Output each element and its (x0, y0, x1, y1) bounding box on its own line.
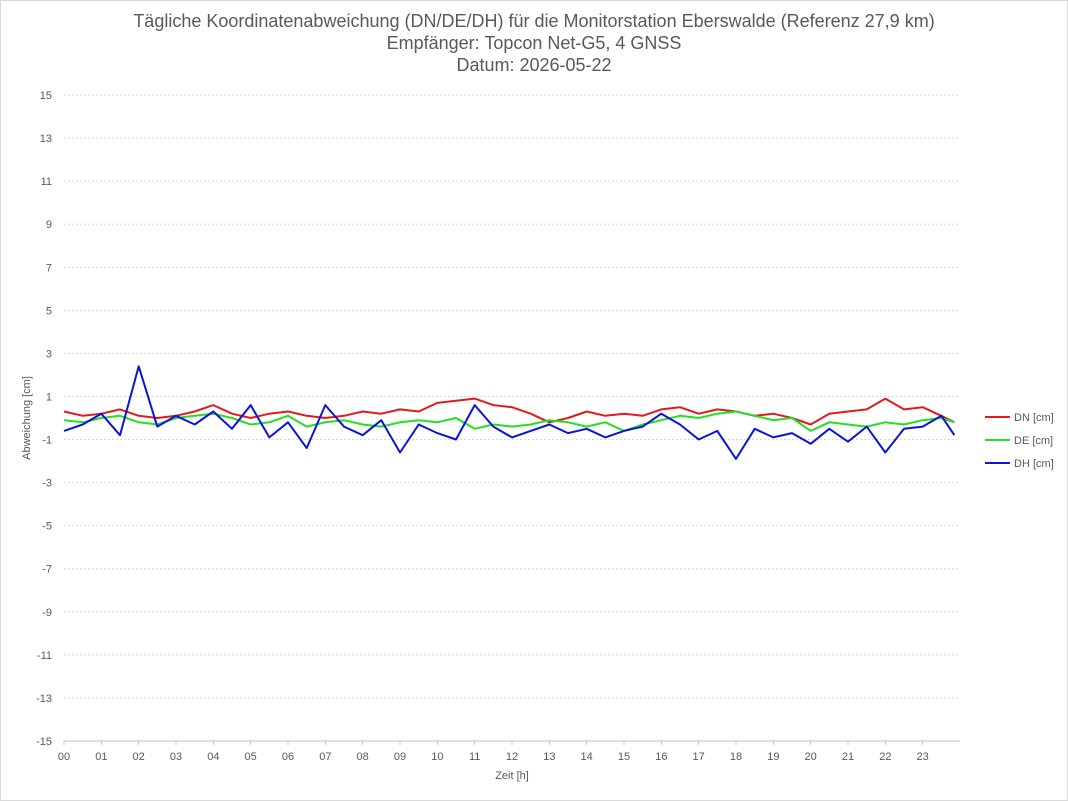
x-tick-label: 19 (767, 751, 779, 763)
legend-label-0: DN [cm] (1014, 412, 1054, 424)
x-axis-ticks: 00 01 02 03 04 05 06 07 08 09 10 11 12 13 14 15 16 17 18 19… (58, 741, 929, 763)
chart-subtitle: Empfänger: Topcon Net-G5, 4 GNSS (386, 33, 682, 53)
y-tick-label: 5 (46, 305, 52, 317)
x-tick-label: 02 (133, 751, 145, 763)
x-tick-label: 06 (282, 751, 294, 763)
legend-label-1: DE [cm] (1014, 435, 1053, 447)
series-line-1 (63, 410, 955, 432)
chart-date: Datum: 2026-05-22 (456, 55, 612, 75)
x-tick-label: 18 (730, 751, 742, 763)
x-tick-label: 21 (842, 751, 854, 763)
x-tick-label: 12 (506, 751, 518, 763)
x-tick-label: 01 (95, 751, 107, 763)
x-tick-label: 04 (207, 751, 219, 763)
y-tick-label: 7 (46, 262, 52, 274)
x-tick-label: 14 (581, 751, 593, 763)
y-tick-label: 3 (46, 348, 52, 360)
x-tick-label: 07 (319, 751, 331, 763)
y-tick-label: -13 (36, 693, 52, 705)
chart-title-block: Tägliche Koordinatenabweichung (DN/DE/DH… (0, 10, 1068, 76)
y-tick-label: -3 (42, 478, 52, 490)
chart-title: Tägliche Koordinatenabweichung (DN/DE/DH… (133, 11, 935, 31)
y-tick-label: 15 (40, 90, 52, 102)
x-tick-label: 17 (693, 751, 705, 763)
x-tick-label: 03 (170, 751, 182, 763)
x-tick-label: 22 (879, 751, 891, 763)
grid (64, 94, 960, 742)
x-tick-label: 05 (245, 751, 257, 763)
y-tick-label: -5 (42, 521, 52, 533)
x-tick-label: 16 (655, 751, 667, 763)
x-tick-label: 10 (431, 751, 443, 763)
x-tick-label: 09 (394, 751, 406, 763)
legend: DN [cm] DE [cm] DH [cm] (985, 412, 1054, 470)
x-tick-label: 00 (58, 751, 70, 763)
x-axis-title: Zeit [h] (495, 770, 529, 782)
y-tick-label: -11 (37, 650, 52, 662)
legend-label-2: DH [cm] (1014, 458, 1054, 470)
y-axis-title: Abweichung [cm] (21, 376, 33, 460)
y-tick-label: -1 (42, 435, 52, 447)
x-tick-label: 08 (357, 751, 369, 763)
y-tick-label: -9 (42, 607, 52, 619)
y-tick-label: 11 (41, 176, 52, 188)
y-tick-label: -15 (36, 736, 52, 748)
y-tick-label: -7 (42, 564, 52, 576)
y-tick-label: 9 (46, 219, 52, 231)
series-line-2 (63, 365, 956, 460)
x-tick-label: 13 (543, 751, 555, 763)
y-tick-label: 13 (40, 133, 52, 145)
y-tick-label: 1 (46, 391, 52, 403)
y-axis-ticks: 15 13 11 9 7 5 3 1 -1 -3 -5 -7 -9 -11 -13 -15 (36, 90, 52, 748)
series-lines (63, 365, 956, 460)
x-tick-label: 23 (917, 751, 929, 763)
series-line-0 (63, 397, 955, 426)
x-tick-label: 11 (469, 751, 480, 763)
x-tick-label: 20 (805, 751, 817, 763)
x-tick-label: 15 (618, 751, 630, 763)
